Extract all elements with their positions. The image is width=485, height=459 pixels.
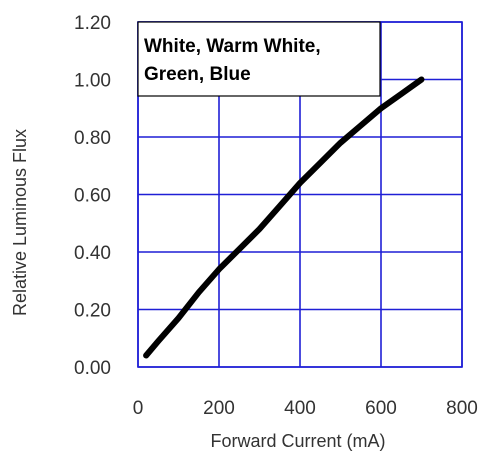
y-tick-label-1-20: 1.20 (74, 13, 111, 34)
y-tick-label-0-20: 0.20 (74, 301, 111, 322)
tick-labels: 0 200 400 600 800 0.00 0.20 0.40 0.60 0.80 1.00 1.2… (74, 13, 478, 419)
series-layer (143, 76, 425, 359)
x-tick-label-600: 600 (365, 398, 397, 419)
y-tick-label-0-80: 0.80 (74, 128, 111, 149)
legend-box: White, Warm White, Green, Blue (137, 21, 381, 97)
y-tick-label-0-00: 0.00 (74, 358, 111, 379)
legend-frame (137, 21, 381, 97)
x-tick-label-200: 200 (203, 398, 235, 419)
series-line-0 (143, 76, 425, 359)
x-axis-title: Forward Current (mA) (210, 431, 385, 451)
x-tick-label-0: 0 (133, 398, 144, 419)
y-axis-title: Relative Luminous Flux (10, 129, 30, 316)
y-tick-label-0-40: 0.40 (74, 243, 111, 264)
x-tick-label-400: 400 (284, 398, 316, 419)
y-tick-label-0-60: 0.60 (74, 186, 111, 207)
legend-text-line-2: Green, Blue (144, 64, 251, 85)
x-tick-label-800: 800 (446, 398, 478, 419)
legend-text-line-1: White, Warm White, (144, 36, 321, 57)
y-tick-label-1-00: 1.00 (74, 71, 111, 92)
